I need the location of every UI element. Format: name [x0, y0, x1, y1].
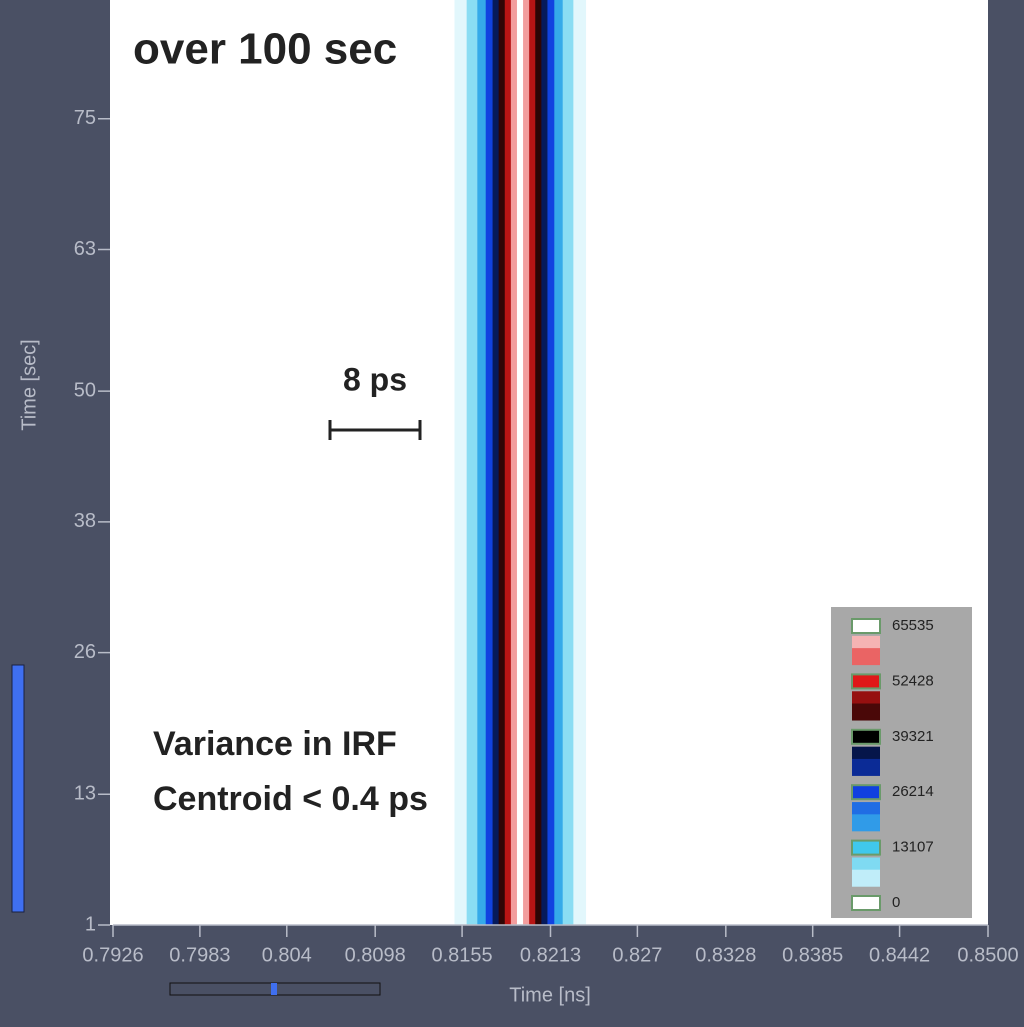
y-tick-label: 13 — [74, 783, 96, 805]
y-tick-label: 1 — [85, 913, 96, 935]
y-tick-label: 75 — [74, 107, 96, 129]
colorbar-swatch — [851, 673, 881, 690]
x-tick-label: 0.8213 — [520, 944, 581, 966]
x-tick-label: 0.7983 — [169, 944, 230, 966]
colorbar-swatch — [851, 784, 881, 801]
heat-strip — [466, 0, 478, 925]
colorbar-step — [852, 758, 880, 776]
colorbar-label: 13107 — [892, 839, 934, 856]
colorbar-step — [852, 648, 880, 666]
colorbar-step — [852, 703, 880, 721]
x-tick-label: 0.804 — [262, 944, 312, 966]
heat-strip — [485, 0, 494, 925]
colorbar-label: 26214 — [892, 783, 934, 800]
x-tick-label: 0.8098 — [345, 944, 406, 966]
heat-strip — [554, 0, 564, 925]
x-tick-label: 0.8155 — [431, 944, 492, 966]
x-tick-label: 0.8385 — [782, 944, 843, 966]
colorbar-swatch — [851, 839, 881, 856]
y-tick-label: 50 — [74, 379, 96, 401]
heatmap — [454, 0, 587, 925]
annotation: Centroid < 0.4 ps — [153, 780, 428, 818]
x-tick-label: 0.827 — [612, 944, 662, 966]
heat-strip — [547, 0, 555, 925]
x-tick-label: 0.7926 — [82, 944, 143, 966]
colorbar-label: 0 — [892, 894, 900, 911]
annotation: over 100 sec — [133, 25, 397, 74]
colorbar-swatch — [851, 728, 881, 745]
colorbar-label: 52428 — [892, 672, 934, 689]
colorbar-swatch — [851, 618, 881, 634]
scale-bar — [328, 420, 422, 440]
x-tick-label: 0.8328 — [695, 944, 756, 966]
heat-strip — [562, 0, 574, 925]
heat-strip — [516, 0, 524, 925]
scrollbar[interactable] — [11, 664, 25, 913]
annotation: 8 ps — [343, 361, 407, 397]
y-axis-label: Time [sec] — [18, 339, 40, 431]
colorbar-step — [852, 869, 880, 887]
heat-strip — [454, 0, 468, 925]
heat-strip — [529, 0, 536, 925]
heat-strip — [523, 0, 530, 925]
y-tick-label: 63 — [74, 238, 96, 260]
heat-strip — [541, 0, 548, 925]
heat-strip — [498, 0, 506, 925]
heat-strip — [492, 0, 500, 925]
heat-strip — [573, 0, 587, 925]
scroll-thumb[interactable] — [271, 983, 277, 995]
x-tick-label: 0.8442 — [869, 944, 930, 966]
heat-strip — [504, 0, 512, 925]
annotation: Variance in IRF — [153, 725, 397, 763]
colorbar-step — [852, 814, 880, 832]
colorbar-label: 65535 — [892, 617, 934, 634]
colorbar-scale: 65535 52428 39321 26214 13107 0 — [851, 617, 934, 911]
x-axis-label: Time [ns] — [509, 984, 591, 1006]
x-tick-label: 0.8500 — [957, 944, 1018, 966]
y-tick-label: 38 — [74, 510, 96, 532]
colorbar-swatch — [851, 895, 881, 911]
heat-strip — [510, 0, 518, 925]
heat-strip — [535, 0, 542, 925]
y-tick-label: 26 — [74, 641, 96, 663]
heat-strip — [477, 0, 487, 925]
colorbar-label: 39321 — [892, 728, 934, 745]
